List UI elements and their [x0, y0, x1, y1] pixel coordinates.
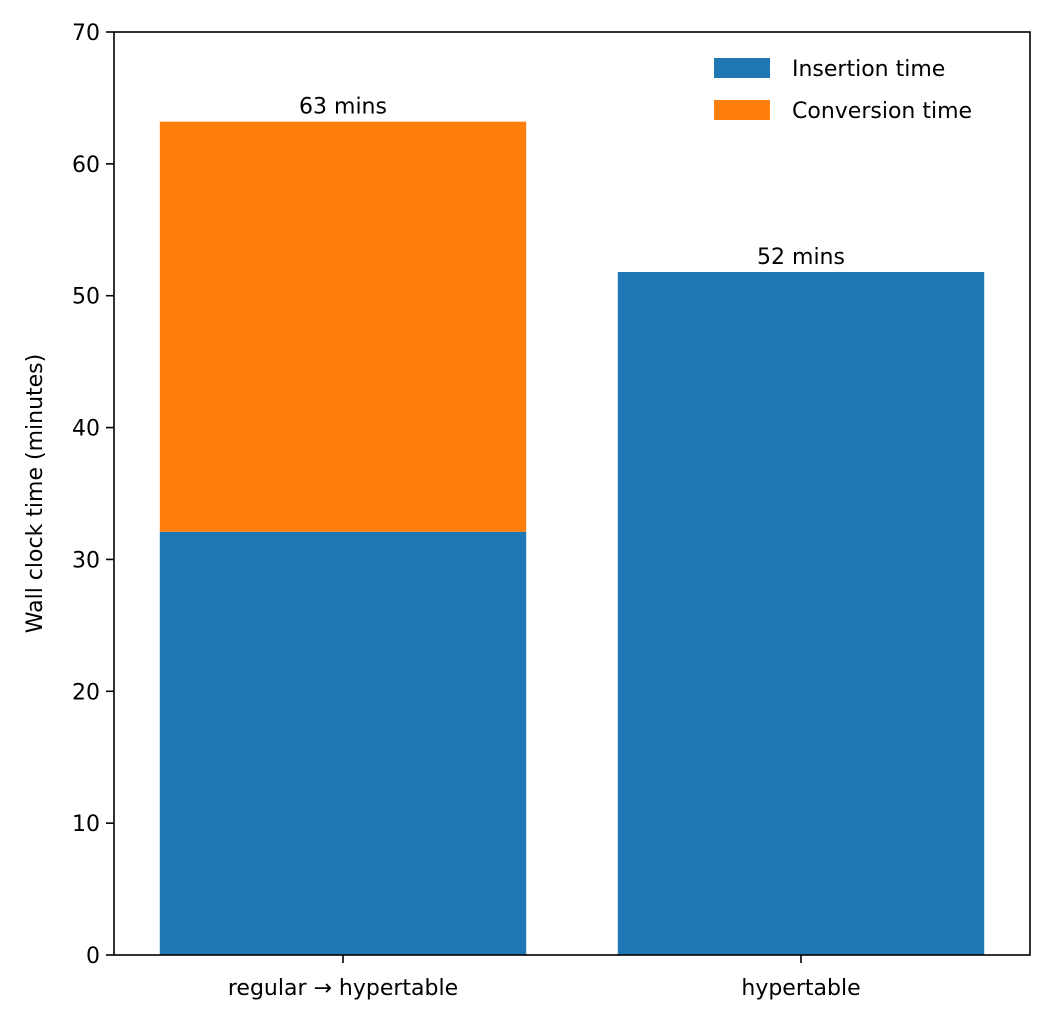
y-tick-label: 40	[72, 417, 100, 442]
y-axis-label: Wall clock time (minutes)	[23, 354, 48, 633]
y-tick-label: 10	[72, 812, 100, 837]
x-axis: regular → hypertable hypertable	[228, 955, 861, 1001]
bar-insertion-1	[617, 271, 985, 956]
x-tick-label: regular → hypertable	[228, 976, 458, 1001]
y-tick-label: 70	[72, 21, 100, 46]
x-tick-label: hypertable	[741, 976, 860, 1001]
bars-group	[159, 121, 985, 956]
y-tick-label: 0	[86, 944, 100, 969]
plot-frame	[113, 31, 1031, 956]
bar-total-label: 52 mins	[757, 245, 845, 270]
y-tick-label: 60	[72, 153, 100, 178]
legend-label-conversion: Conversion time	[792, 99, 972, 124]
legend-swatch-conversion	[714, 100, 770, 120]
data-labels-group: 63 mins 52 mins	[299, 95, 845, 270]
legend-label-insertion: Insertion time	[792, 57, 945, 82]
legend-swatch-insertion	[714, 58, 770, 78]
y-tick-label: 30	[72, 548, 100, 573]
bar-conversion-0	[159, 121, 527, 532]
legend: Insertion time Conversion time	[714, 57, 972, 124]
bar-total-label: 63 mins	[299, 95, 387, 120]
bar-insertion-0	[159, 531, 527, 955]
y-tick-label: 50	[72, 285, 100, 310]
y-axis: 0 10 20 30 40 50 60 70	[72, 21, 114, 969]
y-tick-label: 20	[72, 680, 100, 705]
